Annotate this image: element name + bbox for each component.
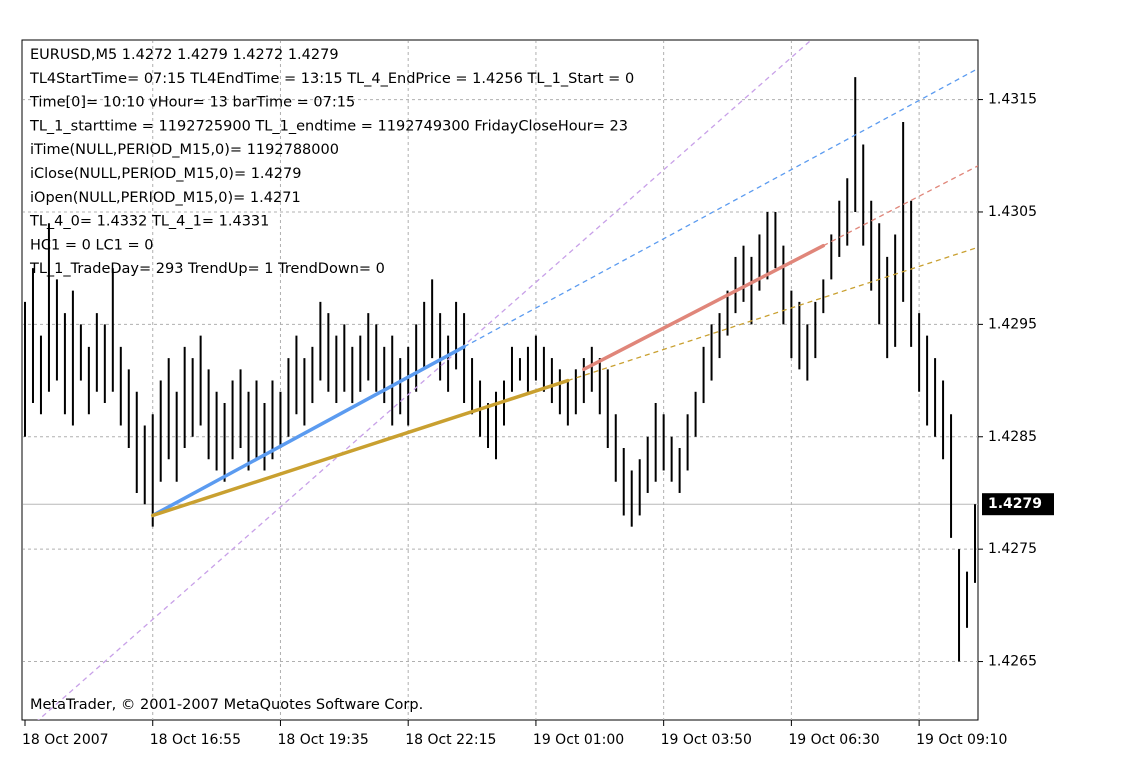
info-line: iClose(NULL,PERIOD_M15,0)= 1.4279 bbox=[30, 166, 301, 182]
info-line: iOpen(NULL,PERIOD_M15,0)= 1.4271 bbox=[30, 190, 301, 206]
x-tick-label: 18 Oct 2007 bbox=[22, 732, 109, 748]
y-tick-label: 1.4265 bbox=[988, 654, 1037, 670]
x-tick-label: 19 Oct 01:00 bbox=[533, 732, 624, 748]
x-tick-label: 19 Oct 03:50 bbox=[661, 732, 752, 748]
last-price-label: 1.4279 bbox=[988, 496, 1042, 512]
x-tick-label: 18 Oct 22:15 bbox=[405, 732, 496, 748]
info-line: TL_4_0= 1.4332 TL_4_1= 1.4331 bbox=[29, 214, 269, 230]
x-tick-label: 18 Oct 19:35 bbox=[277, 732, 368, 748]
last-price-box bbox=[982, 493, 1054, 516]
trend-line-extension bbox=[823, 165, 978, 247]
y-tick-label: 1.4305 bbox=[988, 204, 1037, 220]
info-line: iTime(NULL,PERIOD_M15,0)= 1192788000 bbox=[30, 142, 339, 158]
trend-line-solid bbox=[150, 378, 570, 518]
trend-line-solid bbox=[150, 345, 466, 518]
x-tick-label: 19 Oct 09:10 bbox=[916, 732, 1007, 748]
trend-line bbox=[582, 165, 978, 372]
info-line: TL_1_starttime = 1192725900 TL_1_endtime… bbox=[29, 118, 628, 134]
plot-frame bbox=[21, 39, 979, 721]
y-tick-label: 1.4285 bbox=[988, 429, 1037, 445]
y-tick-label: 1.4315 bbox=[988, 92, 1037, 108]
trend-line-solid bbox=[582, 243, 826, 372]
info-line: TL_1_TradeDay= 293 TrendUp= 1 TrendDown=… bbox=[29, 261, 385, 277]
trend-line bbox=[150, 246, 978, 518]
trend-line-extension bbox=[463, 67, 978, 348]
y-tick-label: 1.4295 bbox=[988, 316, 1037, 332]
info-line: HC1 = 0 LC1 = 0 bbox=[30, 237, 153, 253]
x-tick-label: 18 Oct 16:55 bbox=[150, 732, 241, 748]
info-line: EURUSD,M5 1.4272 1.4279 1.4272 1.4279 bbox=[30, 47, 339, 63]
info-line: TL4StartTime= 07:15 TL4EndTime = 13:15 T… bbox=[29, 71, 634, 87]
trend-line bbox=[150, 67, 978, 518]
y-tick-label: 1.4275 bbox=[988, 541, 1037, 557]
info-line: Time[0]= 10:10 vHour= 13 barTime = 07:15 bbox=[29, 95, 355, 111]
x-tick-label: 19 Oct 06:30 bbox=[788, 732, 879, 748]
footer: MetaTrader, © 2001-2007 MetaQuotes Softw… bbox=[30, 697, 423, 713]
